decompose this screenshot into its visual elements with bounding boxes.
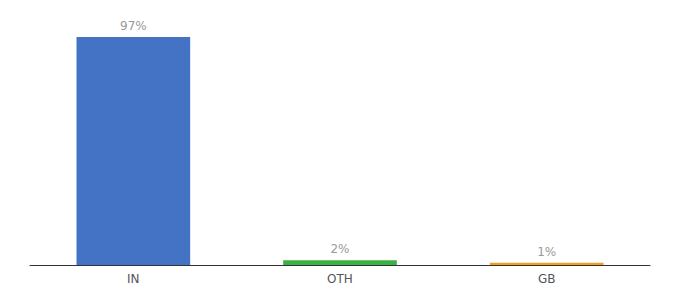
svg-text:IN: IN <box>127 272 140 286</box>
svg-text:1%: 1% <box>537 245 556 259</box>
svg-text:97%: 97% <box>120 19 147 33</box>
svg-text:OTH: OTH <box>327 272 353 286</box>
svg-text:GB: GB <box>538 272 556 286</box>
svg-text:2%: 2% <box>330 242 349 256</box>
